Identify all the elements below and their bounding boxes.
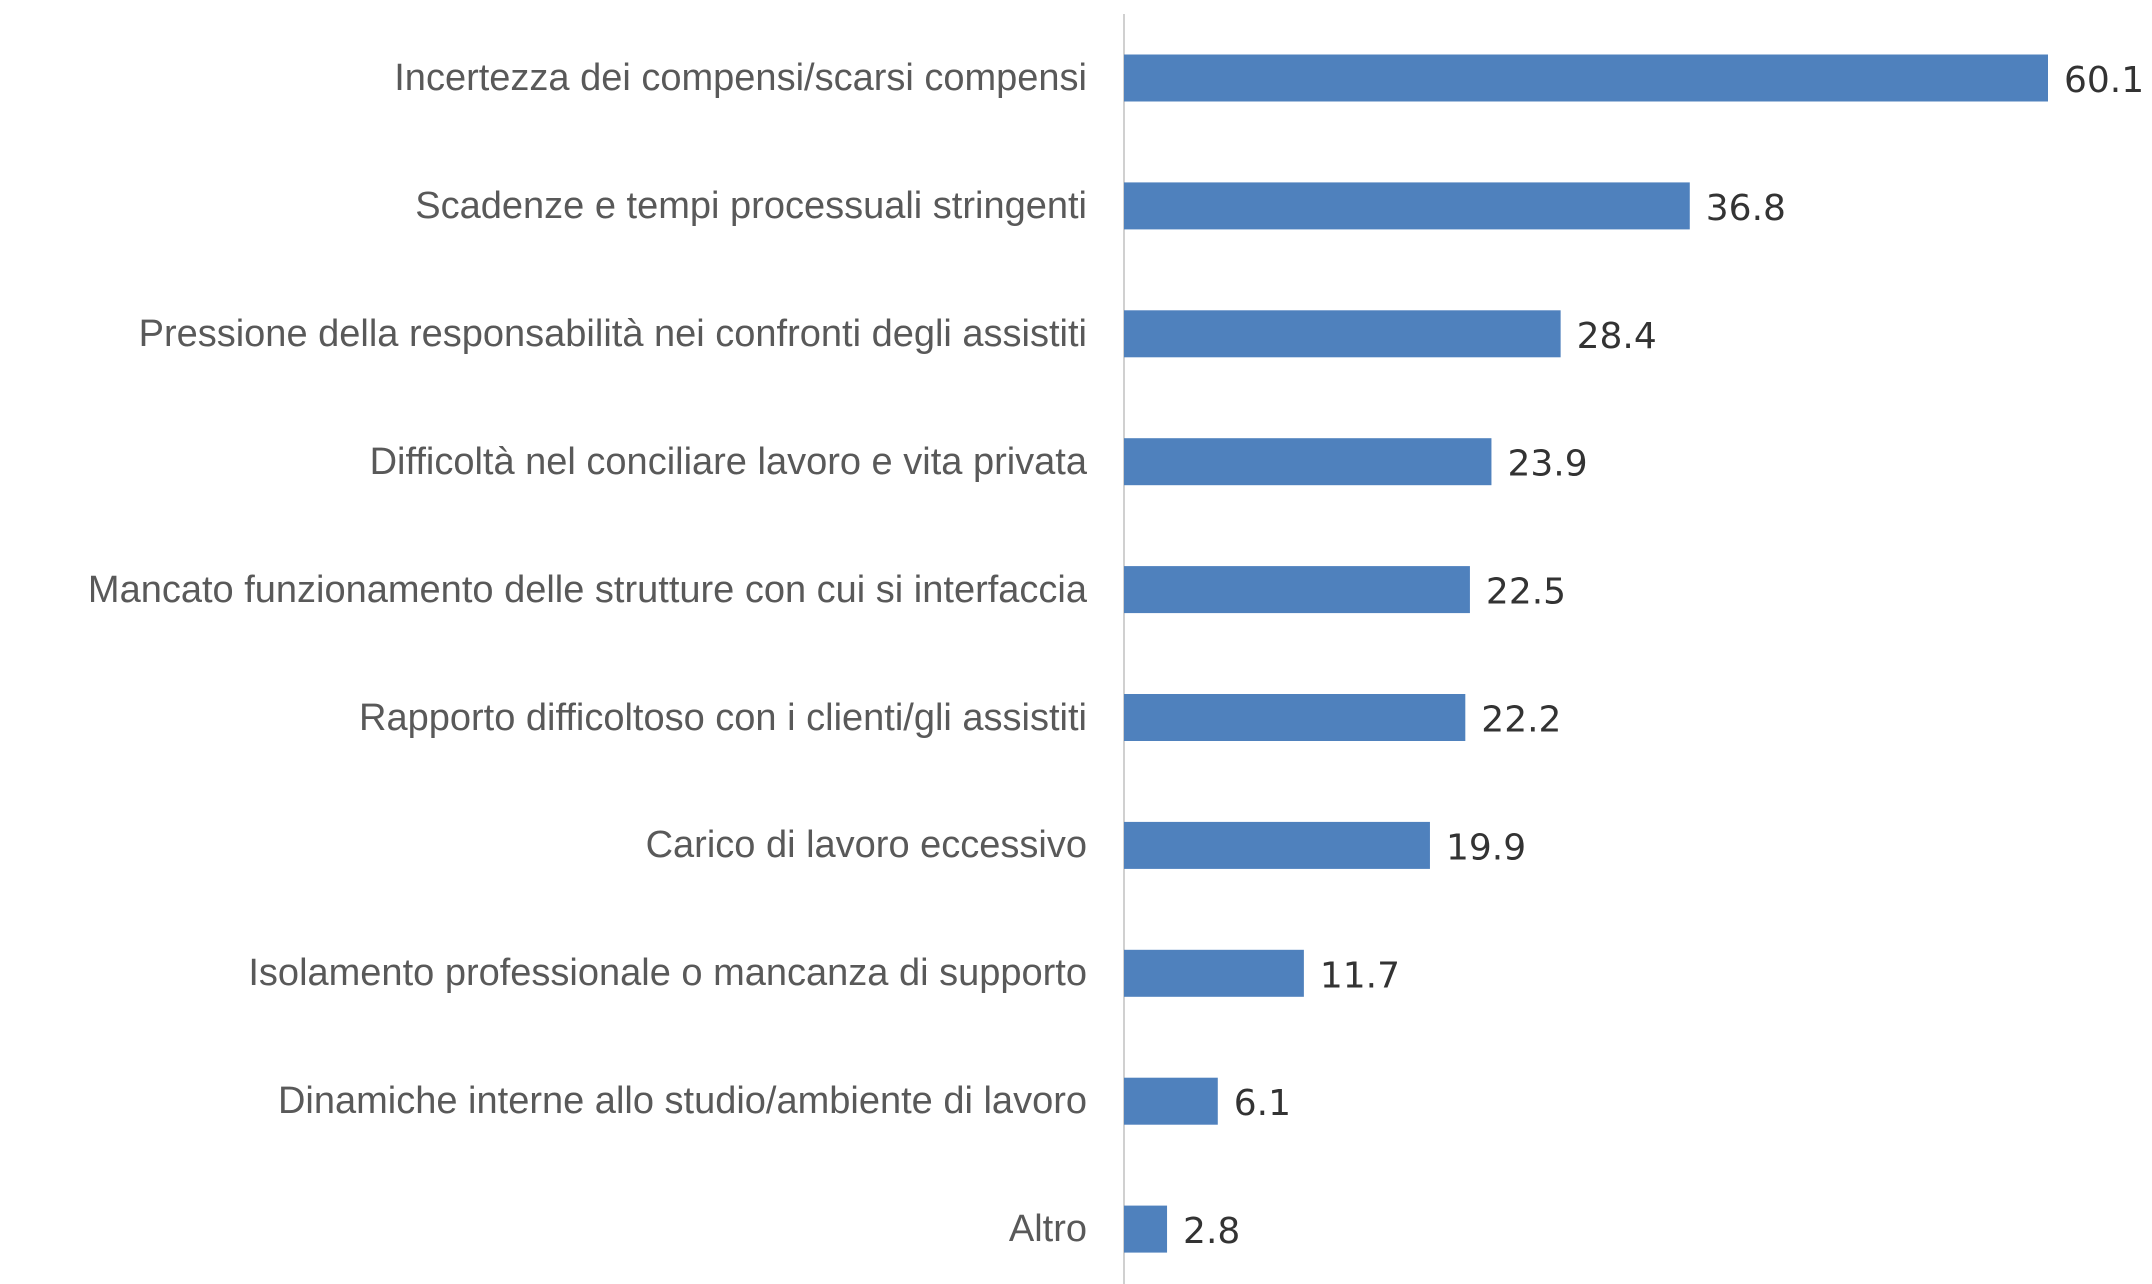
bar — [1124, 310, 1561, 358]
bar — [1124, 1077, 1218, 1125]
value-label: 23.9 — [1507, 444, 1587, 485]
category-label-box: Mancato funzionamento delle strutture co… — [0, 530, 1087, 650]
bar — [1124, 54, 2048, 102]
category-label: Altro — [1008, 1208, 1087, 1251]
category-label-box: Dinamiche interne allo studio/ambiente d… — [0, 1041, 1087, 1161]
value-label: 6.1 — [1234, 1083, 1291, 1124]
category-label: Scadenze e tempi processuali stringenti — [415, 184, 1087, 227]
category-label: Difficoltà nel conciliare lavoro e vita … — [369, 440, 1087, 483]
category-label: Dinamiche interne allo studio/ambiente d… — [277, 1080, 1087, 1123]
category-label: Incertezza dei compensi/scarsi compensi — [394, 57, 1087, 99]
category-label-box: Altro — [0, 1169, 1087, 1284]
value-label: 36.8 — [1706, 188, 1786, 229]
category-label: Pressione della responsabilità nei confr… — [138, 312, 1087, 355]
bar — [1124, 694, 1466, 741]
value-label: 2.8 — [1183, 1211, 1240, 1252]
category-label-box: Rapporto difficoltoso con i clienti/gli … — [0, 658, 1087, 778]
category-label-box: Difficoltà nel conciliare lavoro e vita … — [0, 402, 1087, 522]
category-label-box: Isolamento professionale o mancanza di s… — [0, 913, 1087, 1033]
category-label-box: Pressione della responsabilità nei confr… — [0, 274, 1087, 394]
category-label-box: Incertezza dei compensi/scarsi compensi — [0, 18, 1087, 138]
value-label: 28.4 — [1577, 316, 1657, 357]
category-label: Isolamento professionale o mancanza di s… — [248, 952, 1087, 995]
bar — [1124, 566, 1470, 614]
category-label-box: Carico di lavoro eccessivo — [0, 785, 1087, 905]
category-label: Carico di lavoro eccessivo — [645, 824, 1087, 867]
bar — [1124, 1205, 1168, 1253]
value-label: 22.5 — [1486, 572, 1566, 613]
bar — [1124, 821, 1430, 869]
category-label-box: Scadenze e tempi processuali stringenti — [0, 146, 1087, 266]
bar — [1124, 949, 1304, 997]
bar — [1124, 438, 1492, 486]
value-label: 19.9 — [1446, 827, 1526, 868]
value-label: 11.7 — [1320, 955, 1400, 996]
category-label: Mancato funzionamento delle strutture co… — [87, 568, 1087, 611]
category-label: Rapporto difficoltoso con i clienti/gli … — [359, 696, 1087, 739]
value-label: 60.1 — [2064, 60, 2144, 101]
value-label: 22.2 — [1481, 700, 1561, 741]
bar — [1124, 182, 1690, 230]
